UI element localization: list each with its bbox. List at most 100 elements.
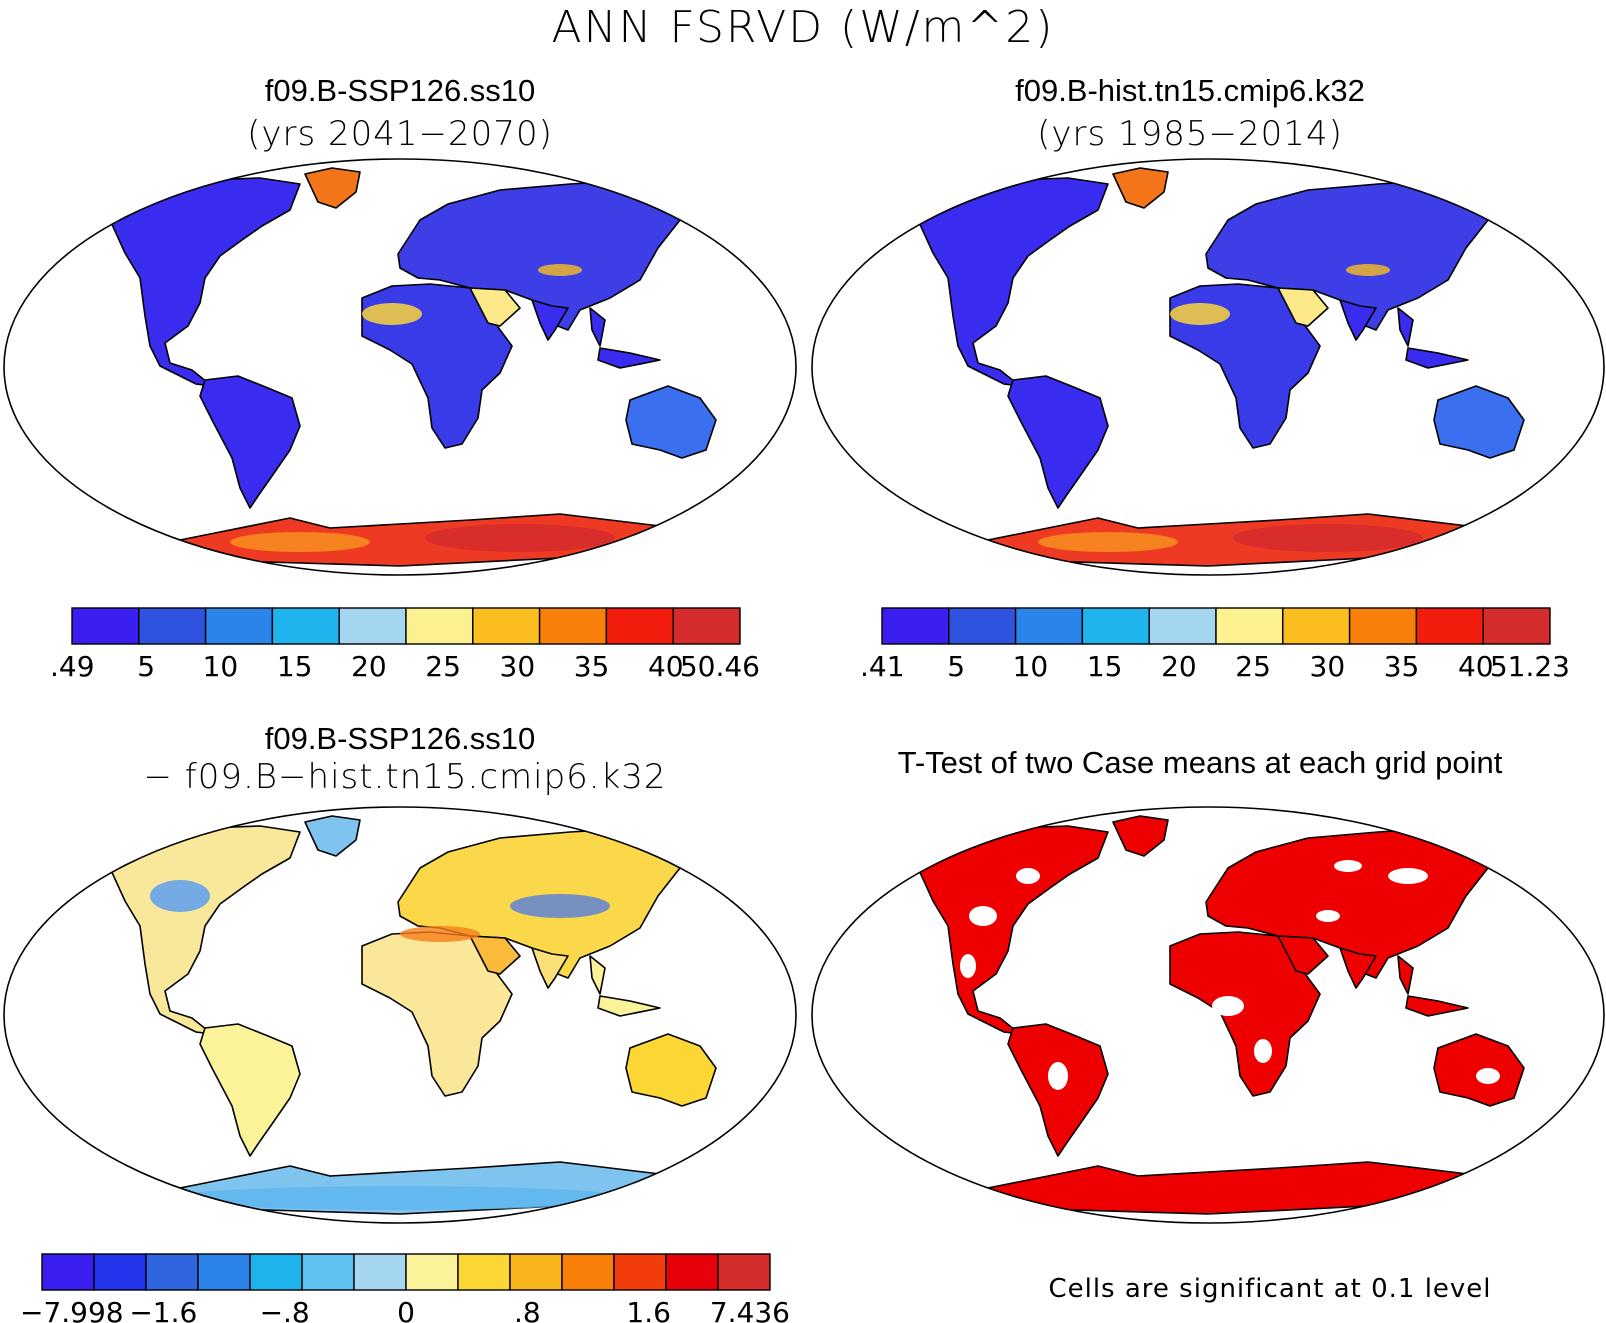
colorbar-swatch <box>1482 607 1551 645</box>
colorbar-swatch <box>1081 607 1150 645</box>
continent-namerica <box>109 825 301 1035</box>
continent-seasia <box>589 307 606 347</box>
panel1-subtitle: (yrs 2041−2070) <box>247 114 553 154</box>
colorbar-swatch <box>138 607 207 645</box>
colorbar-tick-label: 25 <box>1235 650 1271 683</box>
colorbar-swatch <box>301 1253 355 1291</box>
nonsignificant-area <box>1388 868 1428 884</box>
colorbar-tick-label: 10 <box>1013 650 1049 683</box>
panel2-map <box>811 158 1605 576</box>
continent-arabia <box>1277 287 1329 327</box>
continent-eurasia <box>1205 179 1499 331</box>
tibet-high-values <box>1346 264 1390 276</box>
continent-australia <box>1433 385 1525 459</box>
colorbar-swatch <box>1282 607 1351 645</box>
continent-greenland <box>1112 815 1169 857</box>
continent-samerica <box>1007 375 1109 509</box>
continent-namerica <box>109 177 301 387</box>
colorbar-tick-label: 15 <box>1087 650 1123 683</box>
nonsignificant-area <box>1048 1062 1068 1090</box>
colorbar-swatch <box>93 1253 147 1291</box>
map-boundary <box>3 158 797 576</box>
map-boundary <box>811 806 1605 1224</box>
colorbar-swatch <box>41 1253 95 1291</box>
colorbar-swatch <box>197 1253 251 1291</box>
nonsignificant-area <box>1334 860 1362 872</box>
panel4-map <box>811 806 1605 1224</box>
colorbar-tick-label: .41 <box>860 650 905 683</box>
nonsignificant-area <box>969 906 997 926</box>
continent-eurasia <box>397 179 691 331</box>
continent-seasia <box>1397 307 1414 347</box>
colorbar-tick-label: −7.998 <box>20 1296 124 1323</box>
colorbar-tick-label: 25 <box>425 650 461 683</box>
continent-indonesia <box>597 995 661 1017</box>
canada-negative <box>150 880 210 912</box>
continent-india <box>531 947 569 989</box>
figure-title: ANN FSRVD (W/m^2) <box>551 2 1055 53</box>
nonsignificant-area <box>960 954 976 978</box>
colorbar-tick-label: .49 <box>50 650 95 683</box>
continent-australia <box>625 1033 717 1107</box>
continent-indonesia <box>1405 995 1469 1017</box>
colorbar-swatch <box>271 607 340 645</box>
colorbar-swatch <box>353 1253 407 1291</box>
continent-africa <box>361 283 513 449</box>
panel3-colorbar: −7.998 −1.6 −.8 0 .8 1.6 7.436 <box>20 1253 790 1323</box>
colorbar-swatch <box>613 1253 667 1291</box>
antarctic-max <box>425 524 615 552</box>
continent-arabia <box>1277 935 1329 975</box>
continent-arabia <box>469 287 521 327</box>
colorbar-tick-label: 1.6 <box>626 1296 671 1323</box>
sahara-high-values <box>362 303 422 325</box>
colorbar-swatch <box>457 1253 511 1291</box>
antarctic-max <box>1233 524 1423 552</box>
colorbar-tick-label: 40 <box>648 650 684 683</box>
sahara-positive <box>400 926 480 942</box>
continent-india <box>1339 299 1377 341</box>
asia-negative <box>510 894 610 918</box>
nonsignificant-area <box>1476 1068 1500 1084</box>
panel3-map <box>3 806 797 1224</box>
panel3-subtitle: − f09.B−hist.tn15.cmip6.k32 <box>143 757 667 797</box>
colorbar-tick-label: 20 <box>351 650 387 683</box>
colorbar-tick-label: −1.6 <box>129 1296 197 1323</box>
colorbar-tick-label: 50.46 <box>680 650 760 683</box>
continent-greenland <box>1112 167 1169 209</box>
colorbar-swatch <box>405 607 474 645</box>
colorbar-swatch <box>665 1253 719 1291</box>
antarctic-gradient <box>1038 532 1178 552</box>
continent-eurasia <box>1205 827 1499 979</box>
panel2-subtitle: (yrs 1985−2014) <box>1037 114 1343 154</box>
panel3-title: f09.B-SSP126.ss10 <box>264 721 536 756</box>
colorbar-swatch <box>472 607 541 645</box>
colorbar-tick-label: 5 <box>947 650 965 683</box>
colorbar-tick-label: 0 <box>397 1296 415 1323</box>
continent-samerica <box>199 1023 301 1157</box>
colorbar-tick-label: 35 <box>574 650 610 683</box>
panel1-title: f09.B-SSP126.ss10 <box>264 73 536 108</box>
colorbar-swatch <box>71 607 140 645</box>
continent-samerica <box>199 375 301 509</box>
continent-australia <box>1433 1033 1525 1107</box>
continent-namerica <box>917 177 1109 387</box>
colorbar-swatch <box>1348 607 1418 645</box>
colorbar-tick-label: 20 <box>1161 650 1197 683</box>
panel4-title: T-Test of two Case means at each grid po… <box>897 745 1503 780</box>
panel2-title: f09.B-hist.tn15.cmip6.k32 <box>1015 73 1365 108</box>
continent-indonesia <box>1405 347 1469 369</box>
nonsignificant-area <box>1316 910 1340 922</box>
antarctic-gradient <box>230 532 370 552</box>
panel1-map <box>3 158 797 576</box>
continent-arabia <box>469 935 521 975</box>
colorbar-tick-label: 7.436 <box>710 1296 790 1323</box>
significance-note: Cells are significant at 0.1 level <box>1048 1274 1492 1304</box>
colorbar-swatch <box>405 1253 459 1291</box>
colorbar-swatch <box>948 607 1017 645</box>
colorbar-swatch <box>538 607 608 645</box>
colorbar-swatch <box>509 1253 563 1291</box>
colorbar-swatch <box>717 1253 771 1291</box>
colorbar-swatch <box>561 1253 615 1291</box>
